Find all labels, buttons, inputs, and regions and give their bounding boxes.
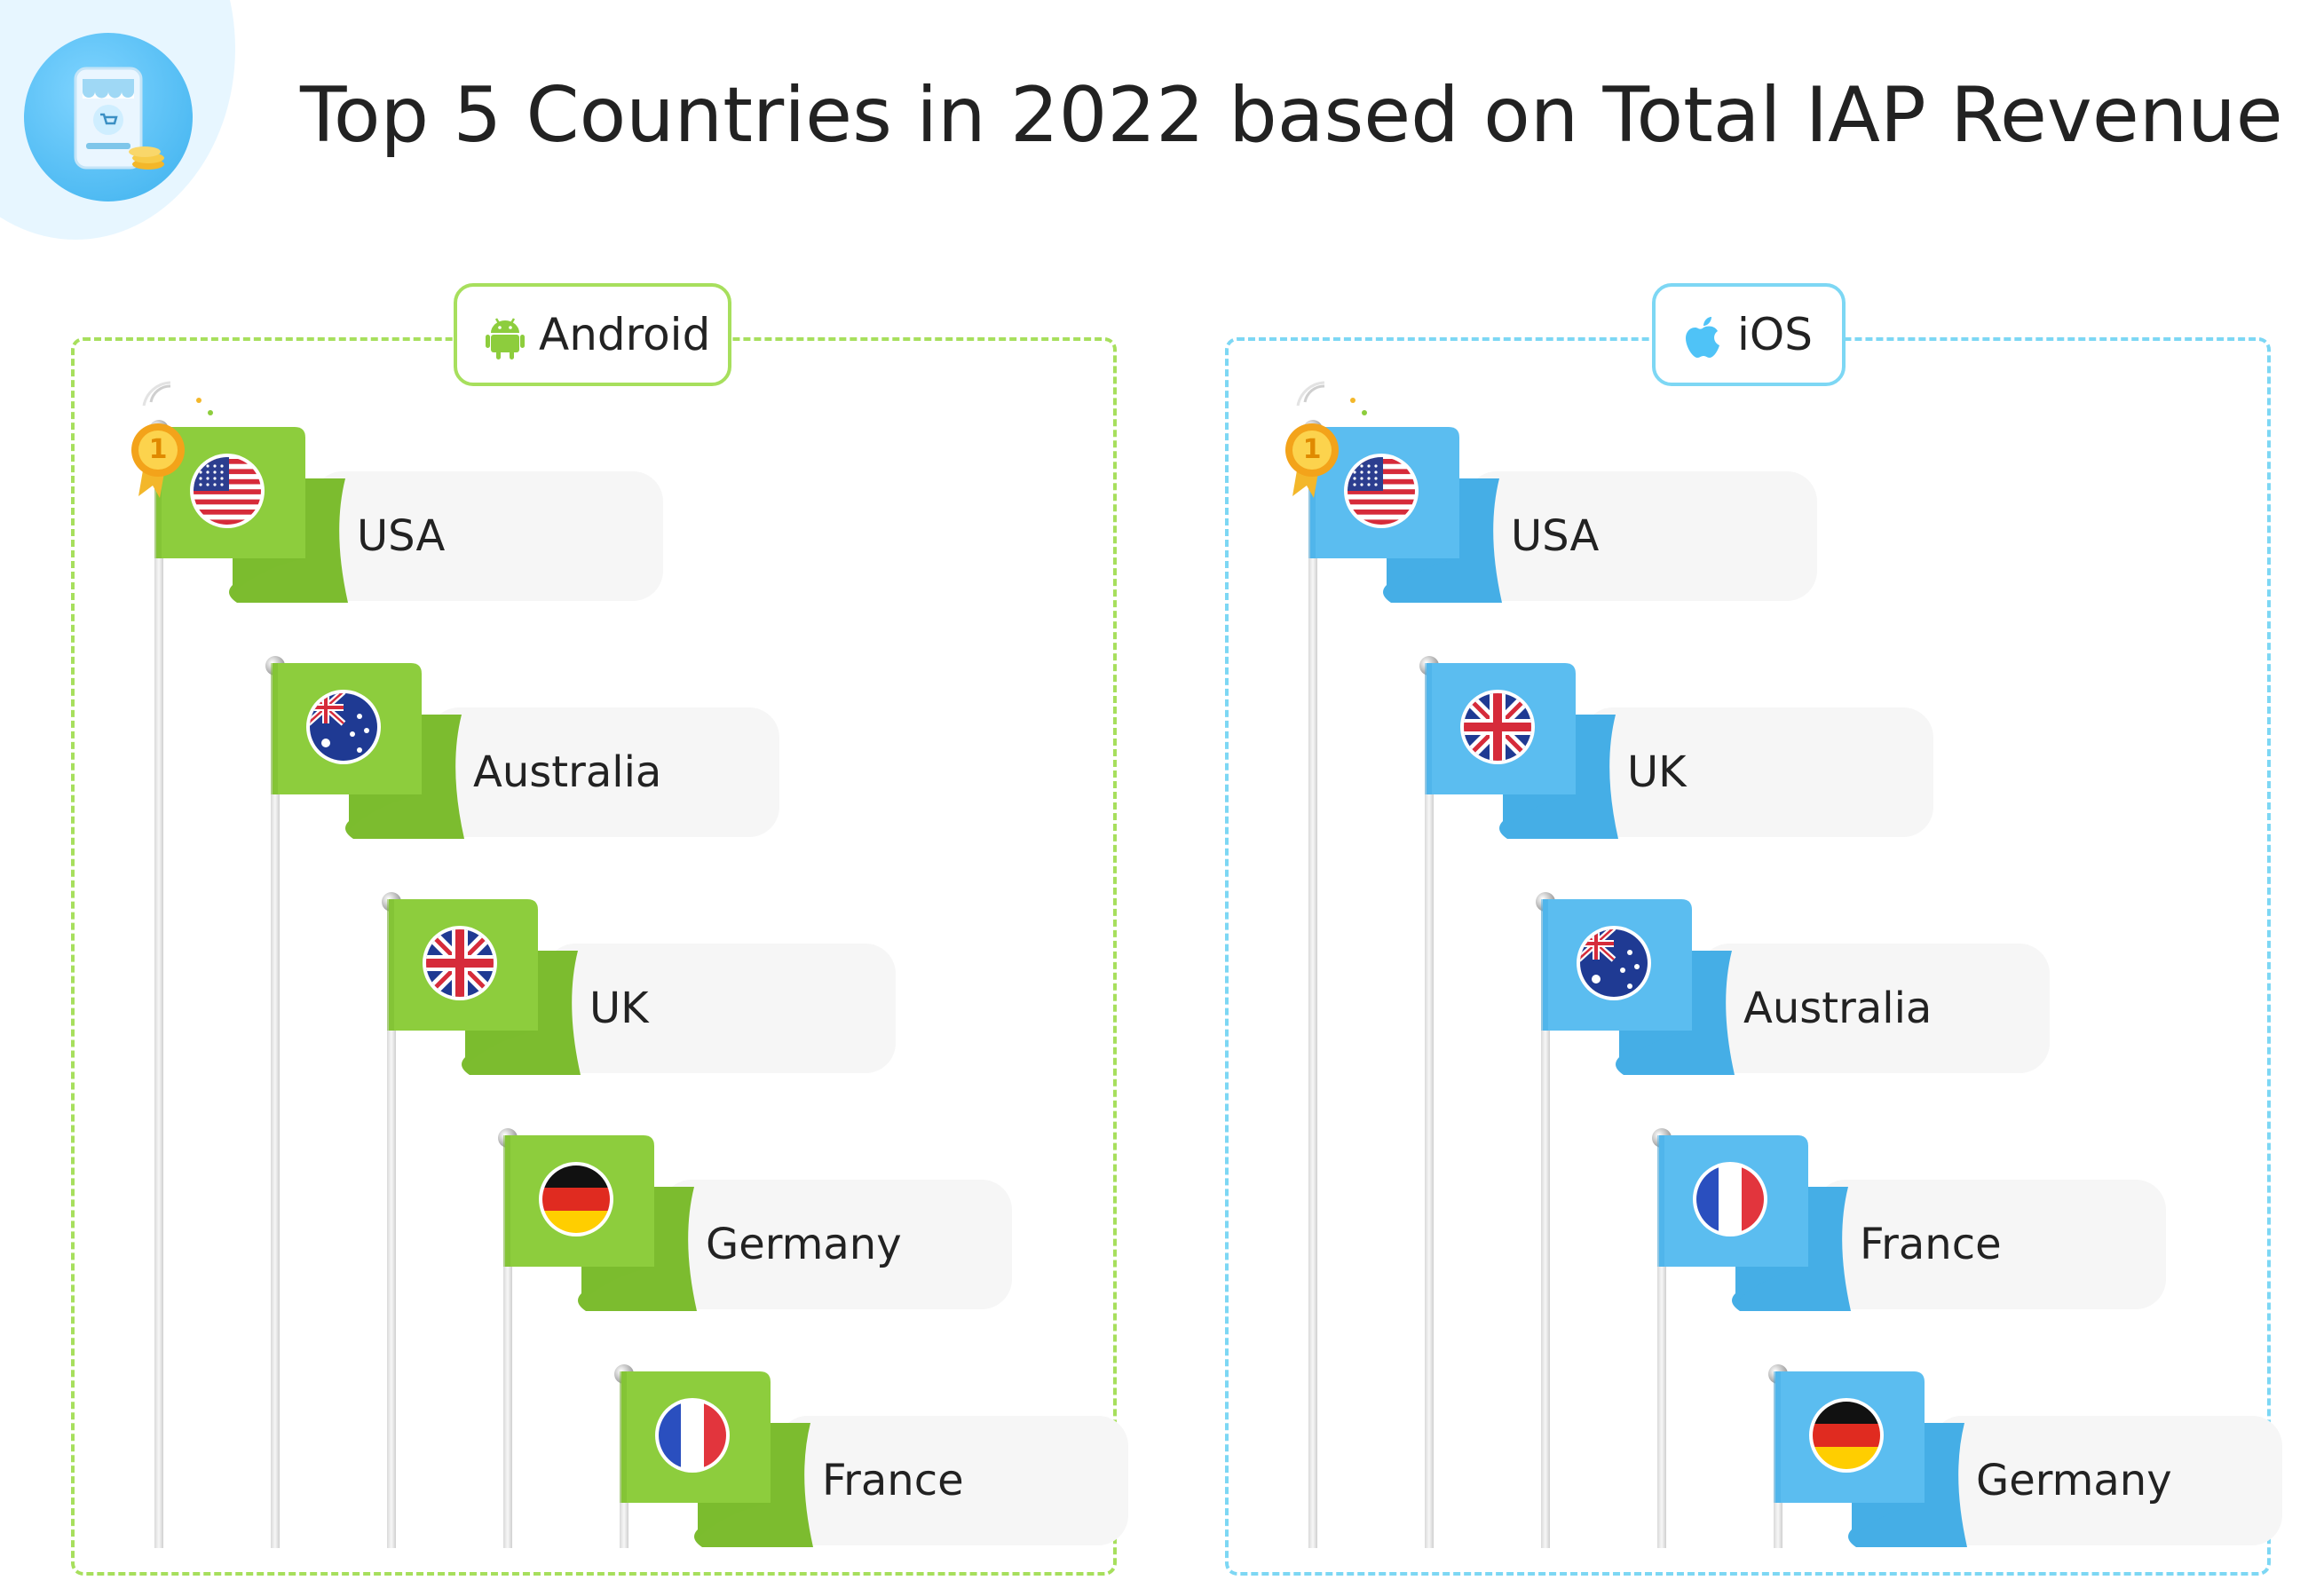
apple-icon bbox=[1686, 317, 1719, 358]
flag-pole bbox=[1308, 434, 1317, 1548]
country-label: France bbox=[1860, 1220, 2002, 1269]
ios-platform-tab: iOS bbox=[1652, 283, 1846, 386]
page-title: Top 5 Countries in 2022 based on Total I… bbox=[300, 71, 2283, 160]
android-icon bbox=[486, 318, 525, 359]
australia-flag-icon bbox=[304, 688, 383, 770]
flag-pole bbox=[387, 906, 396, 1548]
country-card bbox=[1932, 1416, 2282, 1545]
first-place-medal-icon: 1 bbox=[1280, 381, 1387, 509]
android-platform-label: Android bbox=[539, 309, 711, 360]
usa-flag-icon bbox=[1342, 452, 1420, 533]
ios-panel: iOS USA 1 UK A bbox=[1225, 283, 2282, 1576]
country-label: Germany bbox=[706, 1220, 902, 1269]
flag-pole bbox=[1425, 670, 1434, 1548]
country-label: USA bbox=[1511, 511, 1600, 561]
france-flag-icon bbox=[653, 1396, 731, 1478]
medal-rank-number: 1 bbox=[1302, 434, 1322, 465]
country-card bbox=[545, 944, 896, 1073]
country-card bbox=[429, 707, 779, 837]
france-flag-icon bbox=[1691, 1160, 1769, 1242]
country-label: France bbox=[822, 1456, 964, 1505]
country-card bbox=[1815, 1180, 2166, 1309]
medal-rank-number: 1 bbox=[148, 434, 168, 465]
country-label: UK bbox=[1627, 747, 1687, 797]
germany-flag-icon bbox=[537, 1160, 615, 1242]
first-place-medal-icon: 1 bbox=[126, 381, 233, 509]
uk-flag-icon bbox=[1458, 688, 1537, 770]
flag-pole bbox=[503, 1142, 512, 1548]
flag-pole bbox=[154, 434, 163, 1548]
usa-flag-icon bbox=[188, 452, 266, 533]
country-card bbox=[778, 1416, 1128, 1545]
country-label: Australia bbox=[473, 747, 662, 797]
australia-flag-icon bbox=[1575, 924, 1653, 1006]
ios-platform-label: iOS bbox=[1737, 309, 1813, 360]
country-label: USA bbox=[357, 511, 446, 561]
flag-pole bbox=[1657, 1142, 1666, 1548]
flag-pole bbox=[1541, 906, 1550, 1548]
country-card bbox=[661, 1180, 1012, 1309]
country-label: UK bbox=[589, 984, 649, 1033]
flag-pole bbox=[271, 670, 280, 1548]
android-platform-tab: Android bbox=[454, 283, 731, 386]
country-card bbox=[1699, 944, 2050, 1073]
country-card bbox=[312, 471, 663, 601]
uk-flag-icon bbox=[421, 924, 499, 1006]
germany-flag-icon bbox=[1807, 1396, 1885, 1478]
country-label: Germany bbox=[1976, 1456, 2172, 1505]
mobile-shop-icon bbox=[24, 33, 193, 201]
country-label: Australia bbox=[1743, 984, 1933, 1033]
country-card bbox=[1583, 707, 1933, 837]
android-panel: Android USA 1 Australia bbox=[71, 283, 1128, 1576]
country-card bbox=[1466, 471, 1817, 601]
